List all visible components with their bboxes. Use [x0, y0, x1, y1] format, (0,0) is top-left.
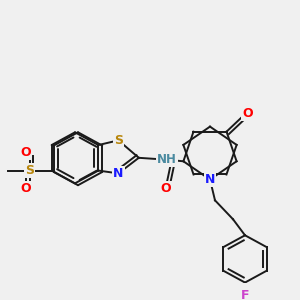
- Text: N: N: [113, 167, 124, 180]
- Text: O: O: [242, 107, 253, 120]
- Text: O: O: [161, 182, 171, 195]
- Text: N: N: [205, 173, 215, 186]
- Text: S: S: [25, 164, 34, 177]
- Text: O: O: [20, 182, 31, 195]
- Text: F: F: [241, 289, 249, 300]
- Text: O: O: [20, 146, 31, 159]
- Text: S: S: [114, 134, 123, 147]
- Text: NH: NH: [157, 153, 177, 166]
